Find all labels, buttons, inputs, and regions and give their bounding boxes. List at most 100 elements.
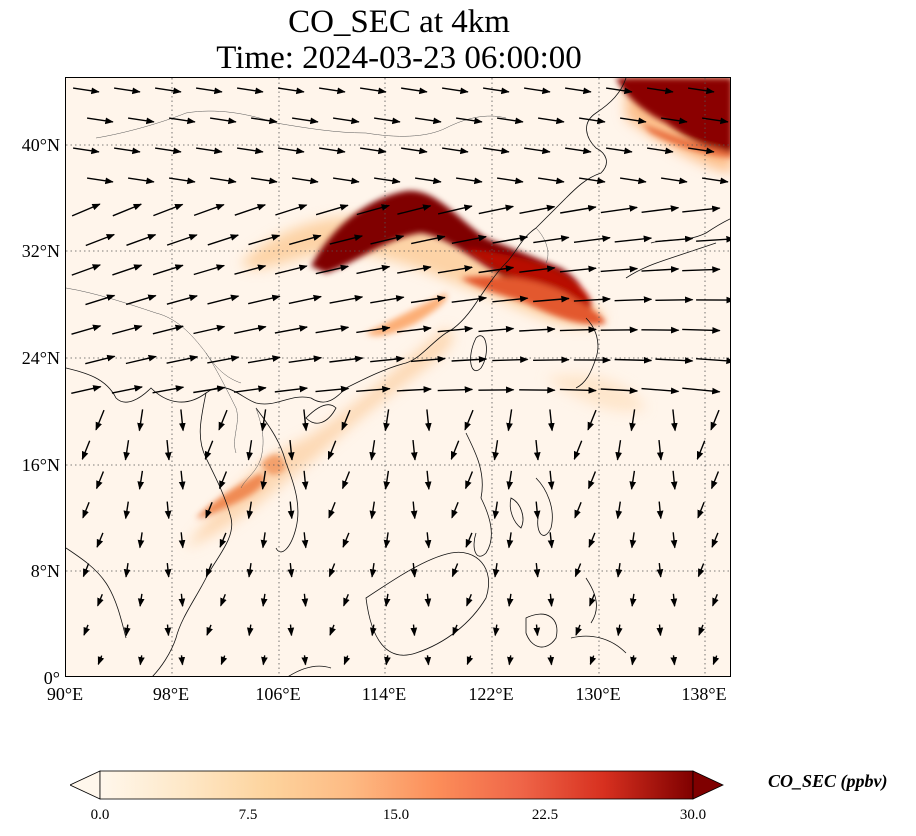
wind-arrow: [600, 265, 639, 273]
wind-arrow: [424, 655, 432, 666]
wind-arrow: [573, 235, 611, 243]
colorbar-tick-15: 15.0: [382, 807, 410, 823]
wind-arrow: [619, 177, 647, 185]
wind-arrow: [343, 593, 350, 607]
wind-arrow: [533, 295, 570, 303]
wind-arrow: [250, 117, 278, 125]
wind-arrow: [274, 264, 308, 275]
wind-arrow: [138, 655, 145, 666]
wind-arrow: [450, 440, 460, 460]
wind-arrow: [587, 471, 597, 490]
wind-arrow: [205, 563, 213, 578]
wind-arrow: [697, 501, 705, 519]
wind-arrow: [701, 117, 729, 125]
wind-arrow: [369, 624, 377, 637]
wind-arrow: [341, 471, 351, 490]
lon-tick-106e: 106°E: [255, 684, 301, 704]
wind-arrow: [437, 386, 474, 394]
wind-arrow: [660, 117, 688, 125]
wind-arrow: [696, 440, 706, 460]
wind-arrow: [234, 204, 266, 216]
wind-arrow: [318, 87, 346, 95]
lon-tick-122e: 122°E: [468, 684, 514, 704]
wind-arrow: [373, 177, 401, 185]
wind-arrow: [329, 234, 364, 245]
wind-arrow: [641, 265, 680, 273]
wind-arrow: [164, 563, 172, 578]
wind-arrow: [629, 470, 637, 490]
wind-arrow: [250, 177, 278, 185]
wind-arrow: [424, 470, 432, 491]
wind-arrow: [710, 471, 720, 490]
colorbar-tick-30: 30.0: [679, 807, 707, 823]
lon-tick-130e: 130°E: [575, 684, 621, 704]
wind-arrow: [400, 87, 428, 95]
wind-arrow: [478, 265, 515, 274]
wind-arrow: [164, 501, 172, 520]
wind-arrow: [166, 294, 198, 305]
wind-arrow: [437, 325, 474, 333]
wind-arrow: [275, 204, 308, 216]
wind-arrow: [178, 532, 186, 549]
wind-arrow: [318, 147, 346, 155]
wind-arrow: [85, 294, 116, 306]
wind-arrow: [506, 593, 514, 607]
wind-arrow: [220, 655, 228, 666]
wind-arrow: [397, 204, 432, 215]
lon-tick-90e: 90°E: [46, 684, 84, 704]
wind-arrow: [193, 264, 226, 276]
wind-arrow: [711, 532, 719, 548]
wind-arrow: [559, 386, 597, 394]
wind-arrow: [287, 501, 295, 520]
wind-arrow: [455, 177, 483, 185]
lat-tick-40n: 40°N: [21, 135, 60, 155]
wind-arrow: [615, 562, 623, 578]
wind-arrow: [696, 357, 730, 365]
wind-arrow: [356, 325, 391, 334]
wind-arrow: [220, 593, 227, 607]
wind-arrow: [533, 624, 541, 637]
wind-arrow: [287, 563, 295, 578]
wind-arrow: [204, 440, 214, 460]
wind-arrow: [359, 87, 387, 95]
wind-arrow: [356, 385, 391, 393]
wind-arrow: [641, 205, 680, 213]
wind-arrow: [123, 624, 131, 637]
wind-arrow: [682, 327, 721, 334]
wind-arrow: [574, 501, 582, 519]
wind-arrow: [205, 501, 213, 519]
wind-arrow: [195, 147, 223, 155]
wind-arrow: [614, 356, 653, 364]
wind-arrow: [370, 295, 405, 304]
wind-arrow: [219, 532, 227, 548]
wind-arrow: [615, 624, 623, 637]
wind-arrow: [547, 409, 555, 432]
wind-arrow: [701, 177, 729, 185]
wind-arrow: [137, 593, 145, 607]
wind-arrow: [441, 87, 469, 95]
wind-arrow: [315, 264, 350, 275]
wind-arrow: [630, 655, 637, 666]
wind-arrow: [178, 470, 186, 491]
wind-arrow: [697, 563, 705, 578]
wind-arrow: [410, 355, 446, 363]
wind-arrow: [342, 532, 350, 548]
wind-arrow: [383, 409, 390, 432]
wind-arrow: [492, 356, 529, 364]
colorbar-extend-max: [692, 770, 724, 800]
wind-arrow: [629, 409, 636, 432]
wind-arrow: [274, 385, 309, 393]
wind-arrow: [523, 87, 551, 95]
wind-arrow: [329, 295, 364, 304]
wind-arrow: [123, 562, 131, 578]
wind-arrow: [410, 501, 418, 520]
wind-arrow: [533, 440, 541, 461]
wind-arrow: [492, 501, 500, 520]
wind-arrow: [410, 563, 418, 578]
wind-arrow: [369, 501, 377, 520]
wind-arrow: [248, 234, 281, 246]
lon-tick-138e: 138°E: [681, 684, 727, 704]
plume-core: [196, 78, 730, 518]
wind-arrow: [234, 324, 267, 334]
wind-arrow: [451, 295, 488, 303]
